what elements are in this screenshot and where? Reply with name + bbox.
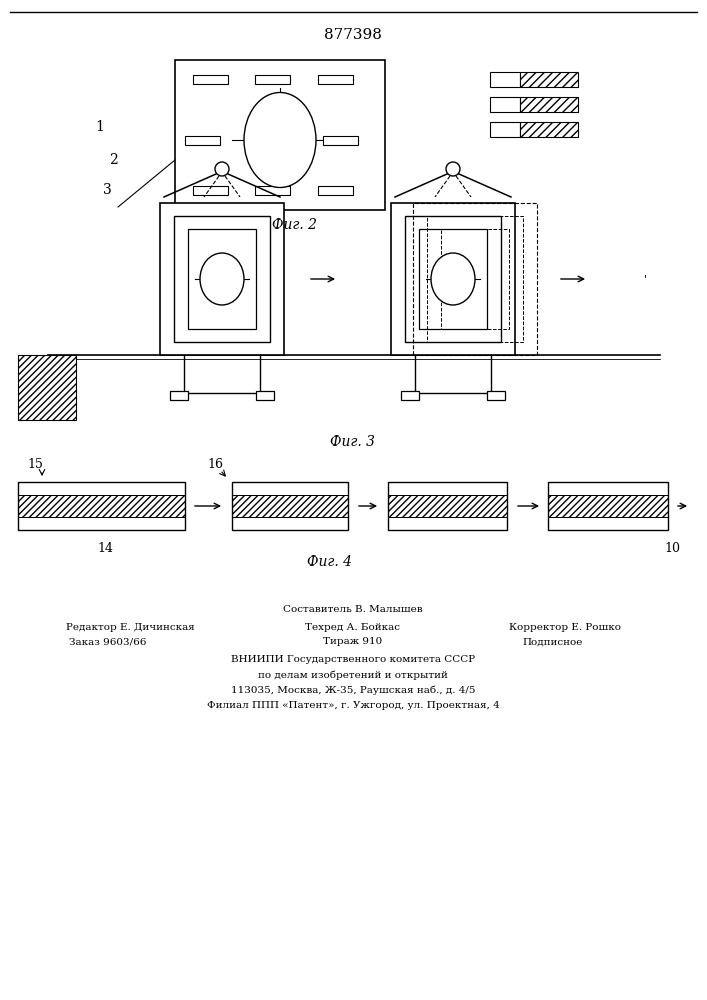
Bar	[548, 495, 668, 517]
Text: Фиг. 3: Фиг. 3	[330, 435, 375, 449]
Text: по делам изобретений и открытий: по делам изобретений и открытий	[258, 670, 448, 680]
Bar	[391, 203, 515, 355]
Bar	[427, 216, 523, 342]
Text: Фиг. 4: Фиг. 4	[308, 555, 353, 569]
Bar	[170, 391, 188, 400]
Bar	[490, 122, 520, 137]
Bar	[490, 72, 520, 87]
Ellipse shape	[431, 253, 475, 305]
Bar	[405, 216, 501, 342]
Ellipse shape	[200, 253, 244, 305]
Bar	[193, 75, 228, 84]
Bar	[18, 495, 185, 517]
Text: ': '	[643, 274, 647, 284]
Bar	[419, 229, 487, 329]
Bar	[256, 391, 274, 400]
Text: Фиг. 2: Фиг. 2	[272, 218, 317, 232]
Text: 2: 2	[109, 153, 117, 167]
Text: ВНИИПИ Государственного комитета СССР: ВНИИПИ Государственного комитета СССР	[231, 656, 475, 664]
Text: 3: 3	[103, 183, 112, 197]
Bar	[401, 391, 419, 400]
Bar	[193, 186, 228, 195]
Bar	[188, 229, 256, 329]
Bar	[232, 482, 348, 530]
Bar	[174, 216, 270, 342]
Text: 14: 14	[97, 542, 113, 554]
Text: 1: 1	[95, 120, 105, 134]
Text: 877398: 877398	[324, 28, 382, 42]
Bar	[175, 60, 385, 210]
Circle shape	[446, 162, 460, 176]
Bar	[388, 495, 507, 517]
Text: Техред А. Бойкас: Техред А. Бойкас	[305, 622, 400, 632]
Bar	[18, 482, 185, 530]
Bar	[413, 203, 537, 355]
Text: Филиал ППП «Патент», г. Ужгород, ул. Проектная, 4: Филиал ППП «Патент», г. Ужгород, ул. Про…	[206, 700, 499, 710]
Text: Тираж 910: Тираж 910	[323, 638, 382, 647]
Text: 113035, Москва, Ж-35, Раушская наб., д. 4/5: 113035, Москва, Ж-35, Раушская наб., д. …	[230, 685, 475, 695]
Ellipse shape	[244, 93, 316, 188]
Circle shape	[215, 162, 229, 176]
Bar	[520, 122, 578, 137]
Text: 10: 10	[664, 542, 680, 554]
Bar	[490, 97, 520, 112]
Bar	[255, 186, 290, 195]
Bar	[318, 186, 353, 195]
Text: Заказ 9603/66: Заказ 9603/66	[69, 638, 146, 647]
Text: Составитель В. Малышев: Составитель В. Малышев	[284, 605, 423, 614]
Bar	[318, 75, 353, 84]
Bar	[388, 482, 507, 530]
Bar	[185, 135, 220, 144]
Bar	[520, 97, 578, 112]
Bar	[255, 75, 290, 84]
Bar	[441, 229, 509, 329]
Bar	[160, 203, 284, 355]
Text: Редактор Е. Дичинская: Редактор Е. Дичинская	[66, 622, 194, 632]
Bar	[520, 72, 578, 87]
Text: 16: 16	[207, 458, 223, 471]
Text: Корректор Е. Рошко: Корректор Е. Рошко	[509, 622, 621, 632]
Bar	[548, 482, 668, 530]
Bar	[18, 355, 76, 420]
Bar	[323, 135, 358, 144]
Bar	[487, 391, 505, 400]
Bar	[232, 495, 348, 517]
Text: 15: 15	[27, 458, 43, 471]
Text: Подписное: Подписное	[522, 638, 583, 647]
